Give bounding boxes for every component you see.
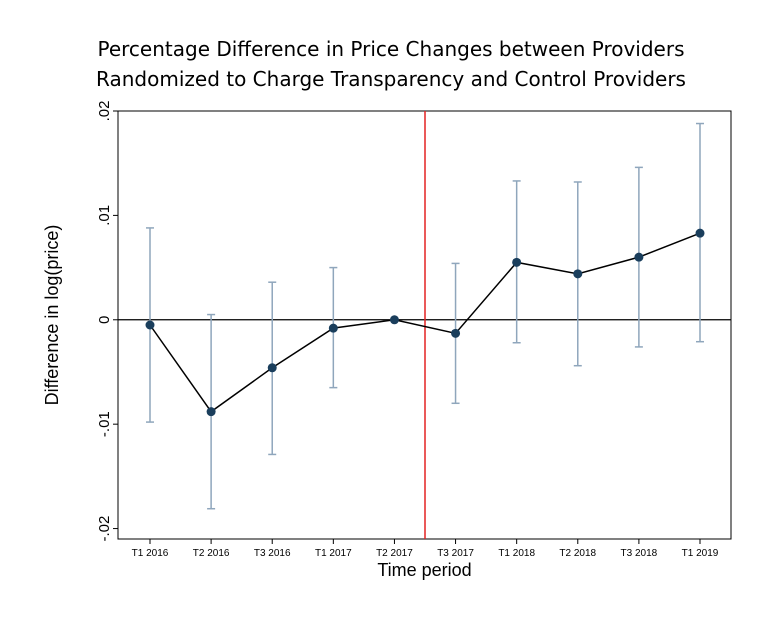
chart-title-line-2: Randomized to Charge Transparency and Co… <box>96 67 686 91</box>
x-tick-label: T2 2018 <box>559 548 596 559</box>
x-tick-label: T1 2017 <box>315 548 352 559</box>
x-tick-label: T1 2018 <box>498 548 535 559</box>
data-point <box>512 257 522 267</box>
x-tick-label: T2 2016 <box>193 548 230 559</box>
data-point <box>328 323 338 333</box>
y-axis: .02 .01 0 -.01 -.02 <box>96 101 118 542</box>
data-point <box>389 315 399 325</box>
x-tick-label: T3 2016 <box>254 548 291 559</box>
x-tick-label: T3 2018 <box>621 548 658 559</box>
y-tick-label: .01 <box>96 205 113 226</box>
y-tick-label: 0 <box>96 316 113 324</box>
x-tick-label: T1 2016 <box>132 548 169 559</box>
data-point <box>695 228 705 238</box>
x-tick-label: T2 2017 <box>376 548 413 559</box>
x-axis: T1 2016 T2 2016 T3 2016 T1 2017 T2 2017 T3 20… <box>132 539 719 559</box>
data-point <box>145 320 155 330</box>
data-point <box>206 407 216 417</box>
data-point <box>573 269 583 279</box>
y-tick-label: .02 <box>96 101 113 122</box>
data-point <box>451 328 461 338</box>
y-tick-label: -.01 <box>96 411 113 437</box>
x-axis-label: Time period <box>377 560 471 580</box>
chart-title-line-1: Percentage Difference in Price Changes b… <box>97 37 685 61</box>
data-point <box>634 252 644 262</box>
x-tick-label: T1 2019 <box>682 548 719 559</box>
data-point <box>267 363 277 373</box>
x-tick-label: T3 2017 <box>437 548 474 559</box>
data-points <box>145 228 705 417</box>
chart-title: Percentage Difference in Price Changes b… <box>0 34 782 94</box>
series-line <box>149 232 701 413</box>
y-tick-label: -.02 <box>96 516 113 542</box>
y-axis-label: Difference in log(price) <box>42 225 62 406</box>
